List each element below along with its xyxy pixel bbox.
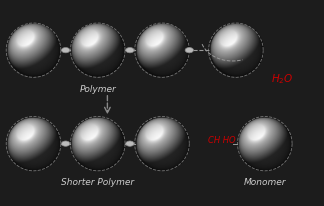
Circle shape [126, 141, 134, 146]
Text: Monomer: Monomer [244, 178, 286, 187]
Circle shape [185, 48, 193, 53]
Circle shape [62, 141, 70, 146]
Circle shape [126, 48, 134, 53]
Circle shape [62, 48, 70, 53]
Text: CH HO: CH HO [208, 136, 235, 145]
Text: Shorter Polymer: Shorter Polymer [61, 178, 134, 187]
Text: H$_2$O: H$_2$O [271, 73, 294, 87]
Text: Polymer: Polymer [79, 84, 116, 94]
